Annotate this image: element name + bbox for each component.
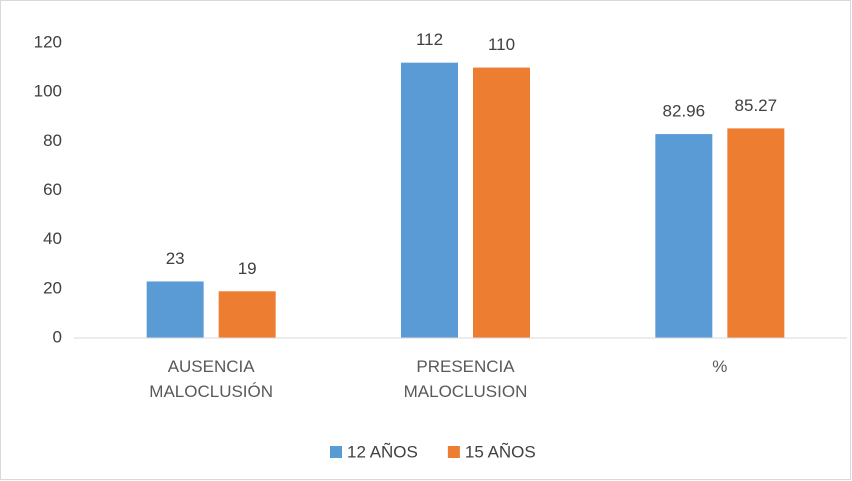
- y-tick-label: 80: [43, 131, 62, 150]
- value-label: 85.27: [735, 96, 778, 115]
- value-label: 19: [238, 259, 257, 278]
- bar: [401, 62, 458, 339]
- legend-label: 15 AÑOS: [465, 442, 536, 461]
- value-label: 82.96: [663, 102, 706, 121]
- y-tick-label: 60: [43, 180, 62, 199]
- y-tick-label: 0: [53, 327, 62, 346]
- y-tick-label: 120: [34, 32, 62, 51]
- value-label: 110: [488, 35, 515, 54]
- x-tick-label: %: [712, 357, 728, 376]
- legend-swatch: [330, 446, 342, 458]
- value-label: 112: [416, 30, 443, 49]
- x-tick-label: AUSENCIA MALOCLUSIÓN: [149, 357, 274, 401]
- legend-label: 12 AÑOS: [347, 442, 418, 461]
- bar: [146, 281, 204, 338]
- value-label: 23: [166, 249, 185, 268]
- y-tick-label: 100: [34, 82, 62, 101]
- bar: [473, 67, 530, 338]
- bar: [727, 128, 785, 338]
- bar: [655, 134, 713, 338]
- legend-swatch: [447, 446, 460, 458]
- bar: [218, 291, 276, 338]
- y-tick-label: 40: [43, 229, 62, 248]
- x-tick-label: PRESENCIA MALOCLUSION: [403, 357, 528, 401]
- y-tick-label: 20: [43, 278, 62, 297]
